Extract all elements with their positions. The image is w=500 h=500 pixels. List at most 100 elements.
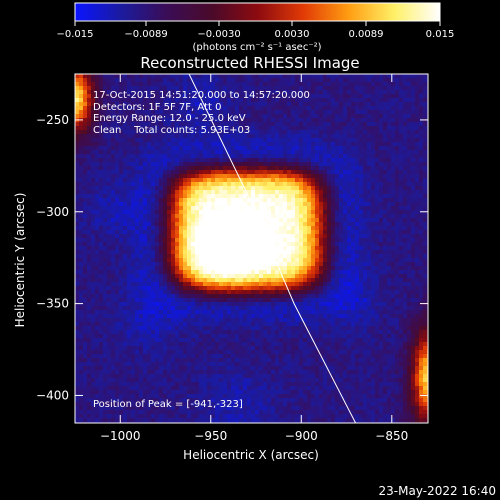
heatmap-cell <box>159 214 163 218</box>
heatmap-cell <box>243 226 247 230</box>
heatmap-cell <box>151 306 155 310</box>
heatmap-cell <box>175 138 179 142</box>
heatmap-cell <box>127 198 131 202</box>
heatmap-cell <box>111 310 115 314</box>
heatmap-cell <box>291 350 295 354</box>
heatmap-cell <box>295 358 299 362</box>
heatmap-cell <box>123 154 127 158</box>
heatmap-cell <box>187 166 191 170</box>
heatmap-cell <box>239 150 243 154</box>
heatmap-cell <box>255 346 259 350</box>
heatmap-cell <box>75 298 79 302</box>
heatmap-cell <box>131 374 135 378</box>
heatmap-cell <box>247 214 251 218</box>
heatmap-cell <box>171 278 175 282</box>
heatmap-cell <box>151 274 155 278</box>
heatmap-cell <box>263 298 267 302</box>
heatmap-cell <box>87 290 91 294</box>
heatmap-cell <box>87 418 91 422</box>
heatmap-cell <box>151 142 155 146</box>
heatmap-cell <box>115 206 119 210</box>
heatmap-cell <box>75 206 79 210</box>
heatmap-cell <box>215 346 219 350</box>
heatmap-cell <box>291 322 295 326</box>
heatmap-cell <box>203 226 207 230</box>
heatmap-cell <box>231 330 235 334</box>
heatmap-cell <box>191 290 195 294</box>
heatmap-cell <box>171 262 175 266</box>
heatmap-cell <box>263 278 267 282</box>
heatmap-cell <box>239 142 243 146</box>
heatmap-cell <box>111 362 115 366</box>
heatmap-cell <box>83 382 87 386</box>
heatmap-cell <box>239 338 243 342</box>
heatmap-cell <box>147 322 151 326</box>
heatmap-cell <box>235 302 239 306</box>
heatmap-cell <box>271 394 275 398</box>
heatmap-cell <box>227 346 231 350</box>
heatmap-cell <box>79 286 83 290</box>
heatmap-cell <box>131 338 135 342</box>
heatmap-cell <box>243 114 247 118</box>
heatmap-cell <box>123 354 127 358</box>
heatmap-cell <box>235 402 239 406</box>
heatmap-cell <box>203 290 207 294</box>
heatmap-cell <box>187 362 191 366</box>
heatmap-cell <box>107 394 111 398</box>
heatmap-cell <box>187 250 191 254</box>
heatmap-cell <box>171 106 175 110</box>
heatmap-cell <box>267 206 271 210</box>
heatmap-cell <box>115 302 119 306</box>
heatmap-cell <box>187 210 191 214</box>
heatmap-cell <box>123 174 127 178</box>
heatmap-cell <box>203 118 207 122</box>
heatmap-cell <box>191 274 195 278</box>
heatmap-cell <box>295 226 299 230</box>
heatmap-cell <box>155 310 159 314</box>
heatmap-cell <box>175 130 179 134</box>
heatmap-cell <box>163 274 167 278</box>
heatmap-cell <box>99 86 103 90</box>
heatmap-cell <box>123 362 127 366</box>
heatmap-cell <box>227 78 231 82</box>
heatmap-cell <box>191 74 195 78</box>
heatmap-cell <box>163 354 167 358</box>
heatmap-cell <box>203 362 207 366</box>
heatmap-cell <box>183 86 187 90</box>
heatmap-cell <box>239 326 243 330</box>
heatmap-cell <box>263 418 267 422</box>
heatmap-cell <box>147 302 151 306</box>
heatmap-cell <box>283 214 287 218</box>
heatmap-cell <box>259 314 263 318</box>
heatmap-cell <box>103 310 107 314</box>
heatmap-cell <box>87 394 91 398</box>
heatmap-cell <box>183 282 187 286</box>
heatmap-cell <box>259 394 263 398</box>
heatmap-cell <box>103 338 107 342</box>
heatmap-cell <box>299 202 303 206</box>
heatmap-cell <box>103 286 107 290</box>
heatmap-cell <box>131 274 135 278</box>
heatmap-cell <box>195 254 199 258</box>
heatmap-cell <box>219 238 223 242</box>
heatmap-cell <box>107 250 111 254</box>
heatmap-cell <box>287 282 291 286</box>
heatmap-cell <box>115 182 119 186</box>
heatmap-cell <box>147 178 151 182</box>
heatmap-cell <box>191 254 195 258</box>
heatmap-cell <box>195 330 199 334</box>
heatmap-cell <box>211 258 215 262</box>
heatmap-cell <box>291 314 295 318</box>
heatmap-cell <box>199 362 203 366</box>
heatmap-cell <box>151 298 155 302</box>
heatmap-cell <box>131 102 135 106</box>
heatmap-cell <box>143 90 147 94</box>
heatmap-cell <box>159 138 163 142</box>
heatmap-cell <box>279 386 283 390</box>
heatmap-cell <box>263 382 267 386</box>
heatmap-cell <box>279 178 283 182</box>
heatmap-cell <box>219 322 223 326</box>
heatmap-cell <box>227 242 231 246</box>
heatmap-cell <box>231 302 235 306</box>
heatmap-cell <box>159 398 163 402</box>
